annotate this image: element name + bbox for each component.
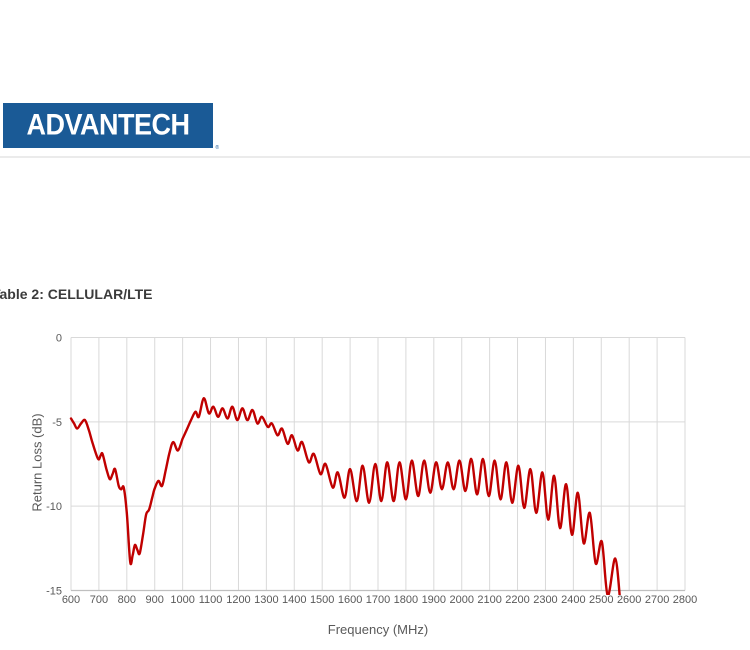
return-loss-line	[69, 396, 621, 595]
x-tick-label: 1400	[282, 594, 306, 606]
x-tick-label: 700	[90, 594, 108, 606]
y-tick-label: 0	[56, 333, 62, 345]
x-axis-title: Frequency (MHz)	[327, 622, 429, 637]
header-divider-line	[0, 156, 750, 158]
x-tick-label: 2800	[673, 594, 697, 606]
x-tick-label: 600	[62, 594, 80, 606]
x-tick-label: 1000	[170, 594, 194, 606]
chart-tick-labels: 600 700 800 900 1000 1100 1200 1300 1400 1500 1600…	[46, 333, 697, 607]
x-tick-label: 2500	[589, 594, 613, 606]
chart-gridlines	[70, 337, 686, 591]
x-tick-label: 2400	[561, 594, 585, 606]
x-tick-label: 1600	[338, 594, 362, 606]
x-tick-label: 2300	[533, 594, 557, 606]
chart-series	[69, 396, 621, 595]
x-tick-label: 900	[146, 594, 164, 606]
x-tick-label: 2600	[617, 594, 641, 606]
x-tick-label: 1800	[394, 594, 418, 606]
x-tick-label: 1200	[226, 594, 250, 606]
advantech-logo-text: ADVANTECH	[26, 108, 191, 142]
y-tick-label: -15	[46, 586, 62, 598]
x-tick-label: 2700	[645, 594, 669, 606]
table-caption: Table 2: CELLULAR/LTE	[0, 286, 153, 302]
y-axis-title: Return Loss (dB)	[29, 413, 45, 512]
x-tick-label: 1700	[366, 594, 390, 606]
x-tick-label: 1500	[310, 594, 334, 606]
x-tick-label: 1900	[422, 594, 446, 606]
x-tick-label: 800	[118, 594, 136, 606]
registered-mark-icon: ®	[215, 145, 219, 151]
y-tick-label: -10	[46, 501, 62, 513]
x-tick-label: 1100	[199, 594, 223, 606]
x-tick-label: 1300	[254, 594, 278, 606]
x-tick-label: 2100	[477, 594, 501, 606]
x-tick-label: 2200	[505, 594, 529, 606]
x-tick-label: 2000	[449, 594, 473, 606]
y-tick-label: -5	[52, 417, 62, 429]
advantech-logo: ADVANTECH ®	[3, 103, 219, 151]
